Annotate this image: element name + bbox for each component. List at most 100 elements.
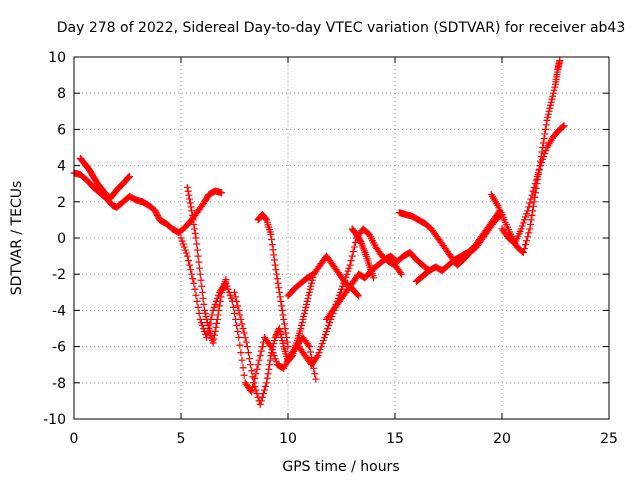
data-point: [264, 370, 272, 378]
data-point: [197, 276, 205, 284]
data-point: [348, 252, 356, 260]
data-point: [270, 340, 278, 348]
data-point: [201, 309, 209, 317]
data-point: [224, 285, 232, 293]
data-point: [179, 240, 187, 248]
data-point: [314, 352, 322, 360]
data-point: [251, 382, 259, 390]
data-point: [188, 211, 196, 219]
data-point: [313, 353, 321, 361]
data-point: [195, 309, 203, 317]
data-point: [189, 216, 197, 224]
data-point: [194, 252, 202, 260]
data-point: [191, 225, 199, 233]
data-point: [238, 320, 246, 328]
data-point: [222, 276, 230, 284]
data-point: [214, 311, 222, 319]
data-point: [282, 329, 290, 337]
y-tick-label: 0: [57, 231, 66, 247]
data-point: [256, 352, 264, 360]
data-point: [539, 156, 547, 164]
data-point: [239, 325, 247, 332]
data-point: [524, 207, 532, 215]
data-point: [544, 110, 552, 118]
data-point: [318, 340, 326, 348]
y-axis-label: SDTVAR / TECUs: [9, 181, 25, 296]
data-point: [265, 365, 273, 373]
data-point: [542, 121, 550, 129]
data-point: [216, 302, 224, 310]
data-point: [237, 349, 245, 357]
data-point: [556, 57, 564, 65]
data-point: [195, 258, 203, 266]
data-point: [211, 331, 219, 339]
data-point: [262, 215, 270, 223]
data-point: [209, 339, 217, 347]
data-point: [211, 327, 219, 335]
data-point: [215, 306, 223, 314]
data-point: [524, 233, 532, 241]
data-point: [204, 321, 212, 329]
data-point: [545, 107, 553, 115]
data-point: [321, 331, 329, 339]
data-point: [532, 176, 540, 184]
data-point: [266, 356, 274, 364]
data-point: [350, 243, 358, 251]
data-point: [305, 288, 313, 296]
data-point: [300, 312, 308, 320]
data-point: [546, 104, 554, 112]
data-point: [303, 300, 311, 308]
data-point: [201, 306, 209, 314]
data-point: [262, 382, 270, 390]
data-point: [252, 370, 260, 378]
data-point: [258, 343, 266, 351]
data-point: [191, 229, 199, 237]
data-point: [310, 364, 318, 372]
data-point: [316, 346, 324, 354]
data-point: [203, 318, 211, 326]
data-point: [278, 302, 286, 310]
data-point: [272, 266, 280, 274]
data-point: [530, 183, 538, 191]
data-point: [151, 207, 159, 215]
data-point: [304, 341, 312, 349]
data-point: [273, 270, 281, 278]
data-point: [263, 379, 271, 387]
data-point: [276, 293, 284, 301]
data-point: [542, 147, 550, 155]
data-point: [551, 83, 559, 91]
data-point: [539, 139, 547, 147]
data-point: [547, 101, 555, 109]
data-point: [300, 309, 308, 317]
data-point: [258, 393, 266, 401]
data-point: [217, 293, 225, 301]
data-point: [184, 187, 192, 195]
data-point: [177, 234, 185, 242]
data-point: [528, 191, 536, 199]
data-point: [315, 349, 323, 357]
data-point: [531, 180, 539, 188]
data-point: [253, 390, 261, 398]
data-point: [270, 251, 278, 259]
data-point: [202, 312, 210, 320]
data-point: [252, 386, 260, 394]
data-point: [192, 291, 200, 299]
data-point: [189, 275, 197, 283]
data-point: [243, 343, 251, 351]
data-point: [272, 358, 280, 366]
data-point: [269, 343, 277, 351]
data-point: [308, 279, 316, 287]
data-point: [538, 159, 546, 167]
axis-ticks: 0 5 10 15 20 25 -10 -8 -6 -4 -2 0 2 4 6 8 10: [43, 50, 618, 447]
data-point: [529, 202, 537, 210]
data-point: [198, 282, 206, 290]
data-point: [227, 294, 235, 302]
data-point: [226, 291, 234, 299]
data-point: [527, 220, 535, 228]
data-point: [323, 328, 331, 336]
data-point: [519, 219, 527, 227]
chart-title: Day 278 of 2022, Sidereal Day-to-day VTE…: [57, 20, 626, 36]
data-point: [234, 328, 242, 336]
data-point: [196, 270, 204, 278]
